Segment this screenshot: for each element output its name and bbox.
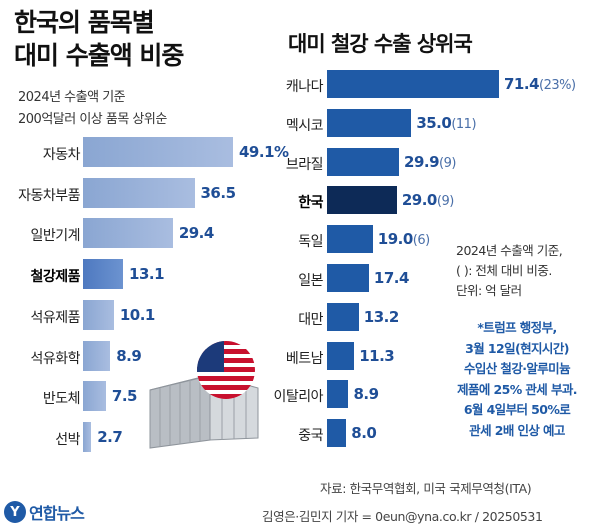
left-category-label: 자동차	[42, 147, 81, 163]
right-share-label: (6)	[412, 233, 430, 249]
right-category-label: 대만	[298, 311, 323, 328]
right-category-label: 브라질	[285, 156, 324, 173]
right-share-label: (9)	[436, 194, 454, 210]
left-title-line2: 대미 수출액 비중	[14, 41, 184, 70]
right-category-label: 멕시코	[285, 117, 324, 134]
left-category-label: 반도체	[42, 391, 81, 408]
left-category-label: 석유제품	[30, 309, 80, 326]
right-category-label: 캐나다	[285, 79, 324, 95]
right-bar	[327, 108, 412, 137]
left-category-label: 자동차부품	[18, 187, 80, 204]
right-share-label: (11)	[451, 116, 477, 132]
left-chart-title: 한국의 품목별 대미 수출액 비중	[14, 6, 184, 72]
right-value-number: 29.9	[404, 152, 440, 171]
left-bar	[83, 177, 195, 208]
source-text: 자료: 한국무역협회, 미국 국제무역청(ITA)	[320, 481, 532, 496]
yonhap-logo-text: 연합뉴스	[29, 504, 85, 523]
tariff-line: 6월 4일부터 50%로	[463, 402, 571, 417]
left-value-label: 10.1	[119, 305, 156, 324]
left-bar	[83, 381, 106, 412]
left-category-label: 일반기계	[30, 228, 80, 245]
tariff-line: 제품에 25% 관세 부과.	[457, 381, 577, 397]
left-category-label: 철강제품	[30, 269, 80, 286]
right-bar	[327, 147, 400, 176]
right-value-label: 71.4(23%)	[504, 75, 576, 93]
left-bar	[83, 137, 233, 167]
right-value-number: 11.3	[359, 346, 395, 365]
right-category-label: 독일	[298, 234, 323, 251]
left-value-label: 7.5	[111, 387, 138, 406]
right-category-label: 일본	[298, 273, 323, 289]
right-value-number: 8.9	[353, 385, 379, 404]
tariff-line: 수입산 철강·알루미늄	[463, 361, 571, 376]
left-subtitle-1: 2024년 수출액 기준	[18, 90, 126, 105]
right-bar	[327, 341, 355, 370]
tariff-annotation: *트럼프 행정부, 3월 12일(현지시간) 수입산 철강·알루미늄 제품에 2…	[432, 318, 601, 441]
right-value-label: 8.0	[351, 424, 377, 443]
right-bar	[327, 70, 499, 98]
tariff-line: *트럼프 행정부,	[477, 320, 557, 335]
right-bar	[327, 380, 349, 409]
tariff-line: 관세 2배 인상 예고	[469, 422, 565, 438]
right-value-label: 17.4	[373, 269, 410, 287]
yonhap-logo-icon: Y	[4, 501, 26, 523]
right-bar	[327, 419, 347, 448]
left-bar	[83, 340, 111, 371]
right-value-label: 19.0(6)	[378, 230, 430, 248]
left-bar	[83, 218, 173, 249]
usa-flag-icon	[197, 341, 255, 399]
right-value-label: 29.0(9)	[402, 191, 454, 209]
credit-text: 김영은·김민지 기자 = 0eun@yna.co.kr / 20250531	[262, 509, 543, 524]
right-share-label: (23%)	[539, 78, 576, 93]
note-line: 단위: 억 달러	[456, 283, 522, 298]
right-value-number: 29.0	[401, 191, 438, 210]
right-value-number: 35.0	[416, 113, 452, 132]
right-value-number: 13.2	[363, 307, 400, 326]
right-category-label: 중국	[298, 428, 323, 445]
right-bar	[327, 264, 369, 292]
left-value-label: 36.5	[200, 183, 237, 202]
left-value-label: 13.1	[129, 265, 165, 284]
right-value-number: 71.4	[504, 75, 540, 93]
right-share-label: (9)	[439, 155, 456, 171]
right-category-label: 베트남	[285, 350, 324, 367]
right-value-label: 11.3	[359, 346, 395, 365]
left-category-label: 석유화학	[30, 350, 80, 367]
right-value-number: 8.0	[351, 424, 377, 443]
right-value-label: 35.0(11)	[416, 114, 476, 132]
left-value-label: 2.7	[97, 427, 123, 446]
right-category-label: 한국	[298, 195, 323, 212]
yonhap-logo: Y 연합뉴스	[4, 500, 85, 524]
left-title-line1: 한국의 품목별	[14, 8, 155, 37]
left-value-label: 29.4	[178, 224, 215, 243]
left-bar	[83, 299, 114, 330]
right-bar	[327, 186, 397, 215]
right-value-number: 19.0	[377, 230, 414, 249]
chart-note: 2024년 수출액 기준, ( ): 전체 대비 비중. 단위: 억 달러	[456, 241, 563, 301]
right-category-label: 이탈리아	[273, 389, 323, 406]
right-chart-title: 대미 철강 수출 상위국	[288, 32, 473, 56]
right-value-label: 8.9	[353, 385, 379, 404]
left-subtitle-2: 200억달러 이상 품목 상위순	[18, 112, 167, 127]
note-line: 2024년 수출액 기준,	[456, 243, 563, 258]
left-category-label: 선박	[55, 431, 80, 448]
left-value-label: 8.9	[116, 346, 142, 365]
left-bar	[83, 259, 124, 290]
right-bar	[327, 302, 359, 331]
tariff-line: 3월 12일(현지시간)	[465, 340, 569, 356]
right-value-label: 29.9(9)	[404, 153, 456, 171]
right-value-number: 17.4	[373, 269, 410, 287]
note-line: ( ): 전체 대비 비중.	[456, 263, 552, 278]
right-bar	[327, 225, 373, 254]
right-value-label: 13.2	[363, 307, 400, 326]
left-value-label: 49.1%	[239, 143, 289, 161]
left-bar	[83, 421, 92, 452]
